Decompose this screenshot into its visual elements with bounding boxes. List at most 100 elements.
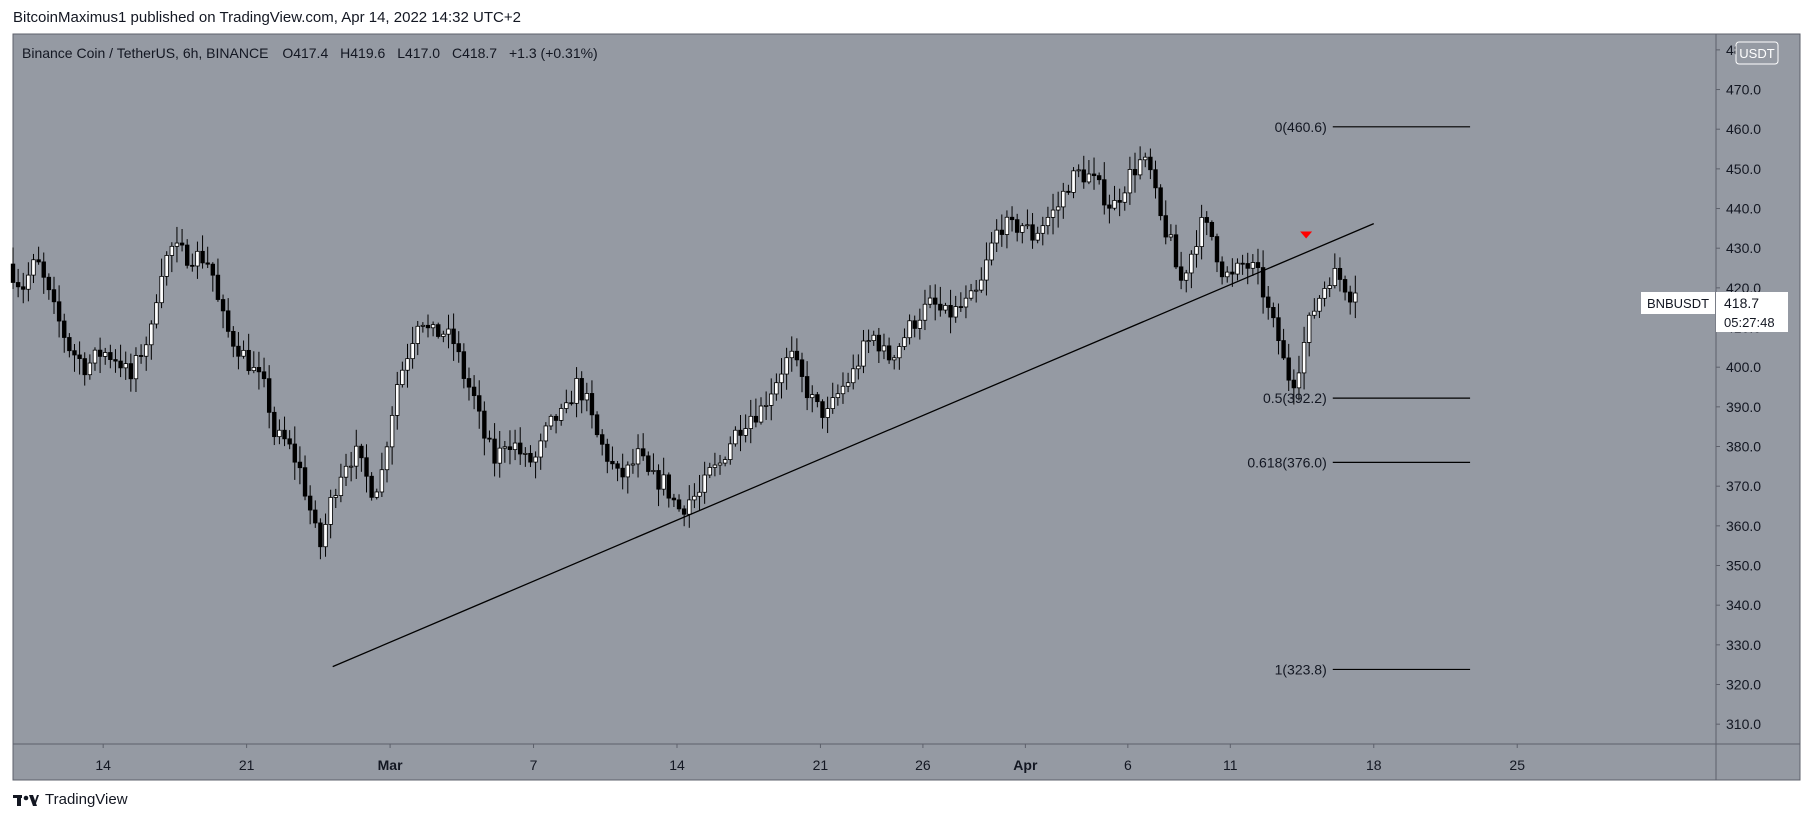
- candle-up: [87, 362, 93, 376]
- candle-up: [984, 259, 989, 281]
- candle-down: [1153, 169, 1158, 189]
- price-tick-label: 430.0: [1726, 240, 1761, 256]
- candle-down: [1214, 236, 1220, 263]
- candle-down: [1281, 340, 1286, 359]
- candle-down: [477, 395, 482, 412]
- candle-up: [943, 305, 948, 311]
- change-value: +1.3 (+0.31%): [509, 45, 598, 61]
- candle-up: [420, 324, 426, 327]
- time-tick-label: 7: [530, 757, 538, 773]
- candle-up: [26, 274, 31, 290]
- candle-up: [512, 442, 518, 451]
- footer-brand[interactable]: TradingView: [45, 791, 128, 808]
- time-tick-label: 14: [95, 757, 111, 773]
- price-tick-label: 400.0: [1726, 359, 1761, 375]
- time-axis-background[interactable]: [13, 744, 1716, 780]
- candle-up: [979, 279, 984, 291]
- candle-down: [1096, 175, 1102, 181]
- candle-down: [210, 263, 216, 276]
- candle-up: [897, 346, 902, 359]
- tradingview-logo-icon[interactable]: [13, 793, 39, 807]
- candle-up: [1055, 206, 1061, 211]
- candle-down: [62, 320, 67, 338]
- candle-down: [36, 259, 41, 263]
- candle-down: [138, 355, 144, 357]
- candle-down: [302, 467, 308, 497]
- candle-up: [856, 365, 861, 370]
- fib-level-label: 0.618(376.0): [1247, 454, 1326, 470]
- candle-down: [886, 345, 892, 361]
- open-key: O: [282, 45, 293, 61]
- candle-down: [589, 393, 595, 416]
- low-key: L: [397, 45, 405, 61]
- candle-up: [830, 397, 835, 409]
- currency-badge[interactable]: USDT: [1735, 41, 1779, 65]
- low-value: 417.0: [405, 45, 440, 61]
- publisher-line: BitcoinMaximus1 published on TradingView…: [13, 9, 521, 26]
- footer[interactable]: TradingView: [13, 791, 128, 808]
- candle-down: [451, 328, 456, 345]
- bar-countdown-label: 05:27:48: [1724, 315, 1775, 330]
- candle-down: [569, 402, 574, 405]
- candle-up: [159, 275, 164, 304]
- time-tick-label: 18: [1366, 757, 1382, 773]
- ohlc-legend: Binance Coin / TetherUS, 6h, BINANCE O 41…: [22, 45, 598, 61]
- candle-down: [1030, 224, 1035, 241]
- candle-up: [927, 297, 933, 305]
- candle-up: [1312, 310, 1317, 316]
- candle-down: [999, 229, 1004, 235]
- candle-up: [241, 349, 246, 357]
- candle-down: [1148, 156, 1153, 171]
- candle-up: [430, 324, 436, 329]
- candle-up: [1225, 271, 1230, 278]
- last-price-label: 418.7: [1724, 295, 1759, 311]
- candle-down: [220, 299, 226, 312]
- candle-down: [46, 276, 52, 291]
- candle-down: [21, 286, 26, 290]
- candle-up: [687, 499, 692, 515]
- candle-down: [215, 274, 221, 300]
- candle-down: [359, 445, 364, 459]
- candle-up: [871, 334, 876, 342]
- candle-up: [902, 337, 907, 347]
- candle-up: [533, 456, 538, 463]
- candle-down: [190, 264, 195, 267]
- candle-up: [922, 303, 928, 321]
- candle-down: [297, 461, 303, 469]
- candle-down: [507, 446, 513, 451]
- candle-up: [810, 394, 815, 399]
- symbol-title: Binance Coin / TetherUS, 6h, BINANCE: [22, 45, 268, 61]
- candle-up: [784, 357, 789, 375]
- price-axis[interactable]: 310.0 320.0 330.0 340.0 350.0 360.0 370.0 380.0…: [1716, 42, 1761, 732]
- candle-down: [666, 474, 671, 499]
- svg-text:Binance Coin / TetherUS, 6h, B: Binance Coin / TetherUS, 6h, BINANCE O 41…: [22, 45, 598, 61]
- time-tick-label: Apr: [1013, 757, 1038, 773]
- publication-header: BitcoinMaximus1 published on TradingView…: [13, 9, 521, 26]
- price-axis-background[interactable]: [1716, 34, 1800, 744]
- candle-up: [1327, 285, 1332, 289]
- candle-up: [149, 323, 154, 346]
- candle-down: [246, 349, 251, 372]
- fibonacci-retracement[interactable]: 0(460.6) 0.5(392.2) 0.618(376.0) 1(323.8): [1247, 119, 1471, 678]
- candle-down: [113, 359, 118, 362]
- candle-down: [82, 358, 87, 376]
- time-tick-label: 26: [915, 757, 931, 773]
- candle-up: [968, 290, 974, 299]
- candle-down: [97, 349, 103, 357]
- time-axis[interactable]: 14 21 Mar 7 14 21 26 Apr 6 11 18 25: [95, 744, 1525, 773]
- candle-up: [1050, 209, 1056, 218]
- candle-down: [1091, 173, 1097, 177]
- candle-up: [123, 363, 128, 369]
- ticker-label: BNBUSDT: [1647, 296, 1709, 311]
- candle-down: [287, 438, 292, 445]
- candle-down: [128, 363, 134, 380]
- candle-down: [1102, 179, 1107, 206]
- candle-down: [671, 497, 677, 501]
- chart-pane[interactable]: [13, 34, 1716, 744]
- candle-up: [661, 474, 666, 490]
- candle-up: [917, 319, 923, 329]
- candle-down: [820, 401, 825, 418]
- ascending-support-line[interactable]: [332, 222, 1375, 668]
- candle-down: [1204, 217, 1209, 223]
